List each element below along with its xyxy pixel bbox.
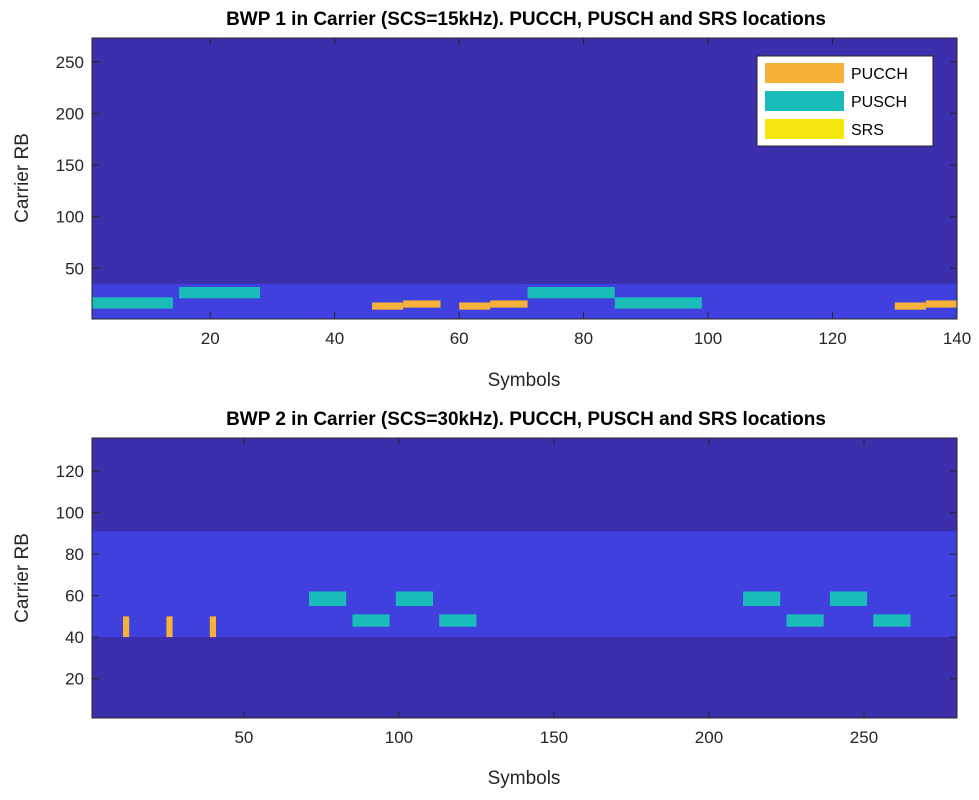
y-tick-label: 150 bbox=[56, 156, 84, 175]
legend-swatch-pusch bbox=[765, 91, 844, 111]
subplot-bwp1: BWP 1 in Carrier (SCS=15kHz). PUCCH, PUS… bbox=[12, 9, 971, 391]
x-ticks: 20 40 60 80 100 120 140 bbox=[201, 38, 971, 348]
y-tick-label: 250 bbox=[56, 53, 84, 72]
pucch-allocation bbox=[459, 302, 491, 310]
chart-title: BWP 2 in Carrier (SCS=30kHz). PUCCH, PUS… bbox=[226, 409, 826, 430]
y-tick-label: 80 bbox=[65, 545, 84, 564]
y-tick-label: 60 bbox=[65, 587, 84, 606]
pusch-allocation bbox=[395, 591, 434, 606]
y-tick-label: 100 bbox=[56, 504, 84, 523]
pusch-allocation bbox=[614, 297, 702, 309]
y-tick-label: 100 bbox=[56, 208, 84, 227]
legend-swatch-srs bbox=[765, 119, 844, 139]
x-tick-label: 80 bbox=[574, 329, 593, 348]
bwp-region-layer bbox=[92, 531, 957, 638]
y-axis-label: Carrier RB bbox=[12, 533, 33, 623]
chart-title: BWP 1 in Carrier (SCS=15kHz). PUCCH, PUS… bbox=[226, 9, 826, 30]
pucch-allocation bbox=[403, 300, 441, 308]
pusch-allocation bbox=[873, 614, 911, 627]
x-tick-label: 50 bbox=[234, 728, 253, 747]
x-tick-label: 200 bbox=[695, 728, 723, 747]
x-axis-label: Symbols bbox=[488, 370, 561, 391]
pucch-allocation bbox=[166, 616, 173, 638]
x-tick-label: 20 bbox=[201, 329, 220, 348]
pusch-allocation bbox=[527, 286, 615, 299]
pusch-allocation bbox=[439, 614, 477, 627]
y-tick-label: 20 bbox=[65, 670, 84, 689]
y-tick-label: 120 bbox=[56, 462, 84, 481]
axes-frame bbox=[91, 37, 958, 320]
pusch-allocation bbox=[309, 591, 347, 606]
pucch-allocation bbox=[123, 616, 130, 638]
axes-frame bbox=[91, 437, 958, 719]
x-tick-label: 140 bbox=[943, 329, 971, 348]
x-tick-label: 250 bbox=[850, 728, 878, 747]
y-axis-label: Carrier RB bbox=[12, 133, 33, 223]
pucch-allocation bbox=[490, 300, 528, 308]
x-tick-label: 100 bbox=[385, 728, 413, 747]
x-tick-label: 100 bbox=[694, 329, 722, 348]
x-tick-label: 120 bbox=[818, 329, 846, 348]
legend-label-pusch: PUSCH bbox=[851, 94, 907, 111]
y-ticks: 50 100 150 200 250 bbox=[56, 53, 957, 278]
pusch-allocation bbox=[829, 591, 868, 606]
legend-label-srs: SRS bbox=[851, 122, 884, 139]
x-axis-label: Symbols bbox=[488, 768, 561, 789]
y-ticks: 20 40 60 80 100 120 bbox=[56, 462, 957, 689]
subplot-bwp2: BWP 2 in Carrier (SCS=30kHz). PUCCH, PUS… bbox=[12, 409, 958, 789]
legend-swatch-pucch bbox=[765, 63, 844, 83]
allocation-layer bbox=[92, 286, 957, 310]
bwp-region bbox=[92, 531, 957, 638]
x-tick-label: 60 bbox=[450, 329, 469, 348]
pusch-allocation bbox=[786, 614, 824, 627]
pusch-allocation bbox=[352, 614, 390, 627]
y-tick-label: 40 bbox=[65, 628, 84, 647]
x-ticks: 50 100 150 200 250 bbox=[234, 438, 878, 747]
allocation-layer bbox=[123, 591, 911, 638]
pusch-allocation bbox=[743, 591, 781, 606]
legend: PUCCH PUSCH SRS bbox=[756, 55, 934, 147]
pusch-allocation bbox=[92, 297, 173, 309]
pusch-allocation bbox=[179, 286, 261, 299]
pucch-allocation bbox=[925, 300, 957, 308]
pucch-allocation bbox=[209, 616, 217, 638]
pucch-allocation bbox=[894, 302, 926, 310]
x-tick-label: 40 bbox=[325, 329, 344, 348]
legend-label-pucch: PUCCH bbox=[851, 66, 908, 83]
y-tick-label: 50 bbox=[65, 259, 84, 278]
x-tick-label: 150 bbox=[540, 728, 568, 747]
y-tick-label: 200 bbox=[56, 104, 84, 123]
pucch-allocation bbox=[372, 302, 404, 310]
